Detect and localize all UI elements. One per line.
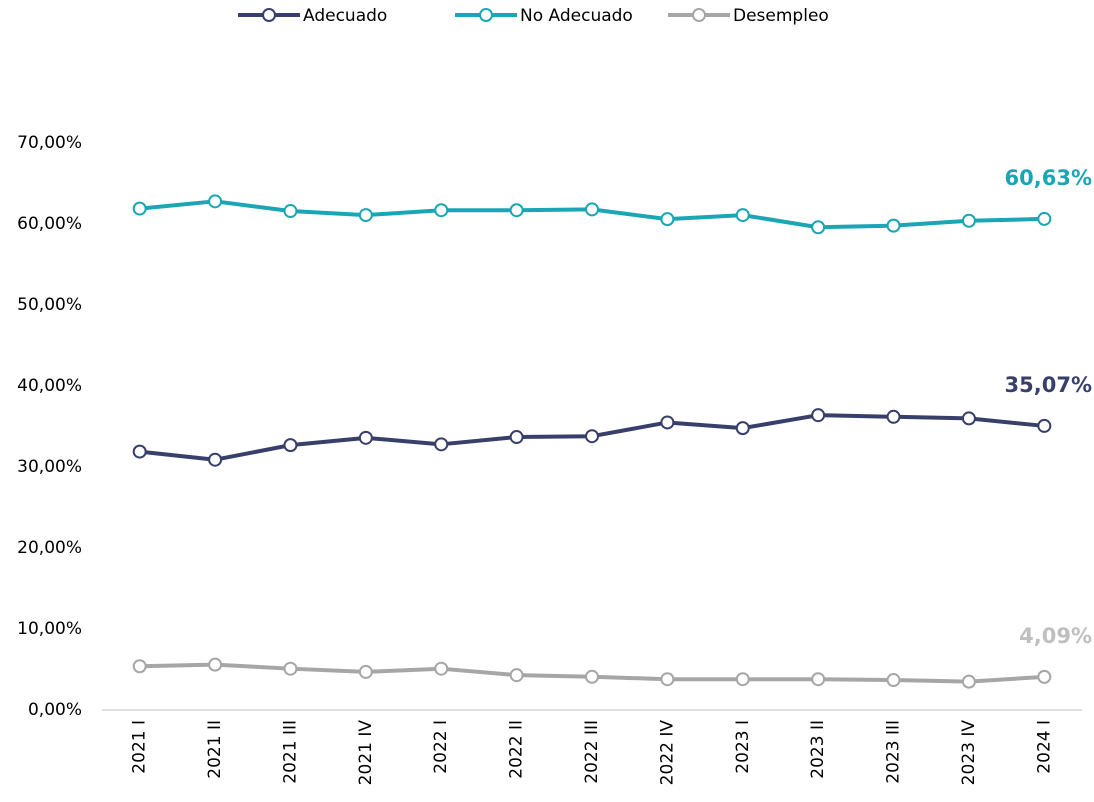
y-tick-label: 60,00% bbox=[17, 214, 82, 234]
data-point bbox=[886, 409, 901, 424]
data-point bbox=[1037, 418, 1052, 433]
data-point bbox=[660, 212, 675, 227]
data-point bbox=[283, 661, 298, 676]
x-tick-label: 2024 I bbox=[1034, 720, 1054, 774]
data-point bbox=[434, 661, 449, 676]
data-point bbox=[735, 672, 750, 687]
data-label: 4,09% bbox=[1019, 624, 1092, 648]
x-tick-label: 2021 IV bbox=[356, 720, 376, 786]
y-tick-label: 70,00% bbox=[17, 133, 82, 153]
data-point bbox=[735, 421, 750, 436]
x-tick-label: 2021 I bbox=[130, 720, 150, 774]
data-point bbox=[283, 438, 298, 453]
x-tick-label: 2021 III bbox=[280, 720, 300, 784]
x-tick-label: 2021 II bbox=[205, 720, 225, 779]
x-tick-label: 2023 I bbox=[733, 720, 753, 774]
data-point bbox=[358, 430, 373, 445]
legend-marker bbox=[479, 8, 493, 22]
data-point bbox=[961, 674, 976, 689]
data-point bbox=[1037, 669, 1052, 684]
data-point bbox=[886, 218, 901, 233]
legend-label: Desempleo bbox=[733, 6, 829, 26]
data-point bbox=[660, 672, 675, 687]
data-point bbox=[132, 444, 147, 459]
data-point bbox=[283, 204, 298, 219]
x-tick-label: 2022 II bbox=[507, 720, 527, 779]
data-point bbox=[585, 429, 599, 444]
data-point bbox=[358, 664, 373, 679]
data-point bbox=[585, 669, 599, 684]
legend-label: No Adecuado bbox=[520, 6, 633, 26]
x-tick-label: 2023 IV bbox=[959, 720, 979, 786]
data-point bbox=[509, 668, 524, 683]
data-point bbox=[208, 657, 223, 672]
legend-label: Adecuado bbox=[303, 6, 387, 26]
data-point bbox=[811, 408, 826, 423]
data-point bbox=[434, 437, 449, 452]
data-point bbox=[961, 213, 976, 228]
x-tick-label: 2022 IV bbox=[657, 720, 677, 786]
data-point bbox=[132, 201, 147, 216]
data-point bbox=[811, 220, 826, 235]
data-label: 60,63% bbox=[1005, 166, 1092, 190]
data-point bbox=[358, 208, 373, 223]
y-tick-label: 40,00% bbox=[17, 376, 82, 396]
data-label: 35,07% bbox=[1005, 373, 1092, 397]
data-point bbox=[509, 430, 524, 445]
data-point bbox=[660, 415, 675, 430]
data-point bbox=[961, 411, 976, 426]
y-tick-label: 30,00% bbox=[17, 457, 82, 477]
data-point bbox=[208, 194, 223, 209]
data-point bbox=[132, 659, 147, 674]
data-point bbox=[208, 452, 223, 467]
x-tick-label: 2022 I bbox=[431, 720, 451, 774]
data-point bbox=[509, 203, 524, 218]
x-tick-label: 2023 III bbox=[884, 720, 904, 784]
data-point bbox=[886, 673, 901, 688]
legend-marker bbox=[262, 8, 276, 22]
data-point bbox=[811, 672, 826, 687]
x-tick-label: 2023 II bbox=[808, 720, 828, 779]
y-tick-label: 10,00% bbox=[17, 619, 82, 639]
data-point bbox=[434, 203, 449, 218]
x-tick-label: 2022 III bbox=[582, 720, 602, 784]
y-tick-label: 0,00% bbox=[28, 700, 82, 720]
data-point bbox=[585, 202, 599, 217]
y-tick-label: 50,00% bbox=[17, 295, 82, 315]
data-point bbox=[1037, 211, 1052, 226]
y-tick-label: 20,00% bbox=[17, 538, 82, 558]
data-point bbox=[735, 208, 750, 223]
legend-marker bbox=[692, 8, 706, 22]
